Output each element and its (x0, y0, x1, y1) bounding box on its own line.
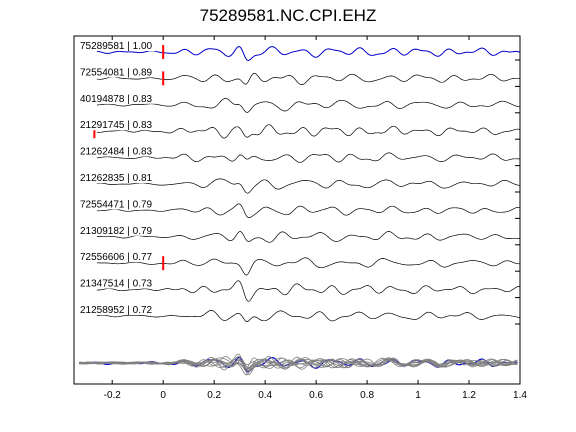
waveform-trace (96, 310, 521, 322)
waveform-trace (96, 257, 521, 276)
trace-label: 75289581 | 1.00 (80, 41, 153, 52)
waveform-trace (96, 152, 521, 163)
overlay-trace (79, 357, 518, 370)
waveform-trace (96, 124, 521, 139)
trace-label: 40194878 | 0.83 (80, 94, 153, 105)
x-tick-label: 0 (160, 390, 166, 401)
trace-label-background (79, 198, 155, 210)
x-tick-label: 0.8 (360, 390, 374, 401)
trace-label: 21258952 | 0.72 (80, 305, 153, 316)
trace-label-background (79, 66, 155, 78)
trace-group (96, 45, 521, 325)
waveform-trace (96, 231, 521, 243)
trace-label: 72556606 | 0.77 (80, 252, 153, 263)
trace-label: 21262484 | 0.83 (80, 147, 153, 158)
trace-label-background (79, 251, 155, 263)
trace-label-group: 75289581 | 1.00 72554081 | 0.89 40194878 |… (79, 40, 155, 316)
x-tick-label: -0.2 (104, 390, 122, 401)
waveform-trace (96, 280, 520, 302)
waveform-trace (96, 72, 520, 85)
overlay-stack (78, 353, 518, 376)
x-tick-label: 1.4 (513, 390, 527, 401)
waveform-trace (96, 97, 521, 113)
x-tick-label: 0.2 (207, 390, 221, 401)
trace-label-background (79, 277, 155, 289)
x-tick-label: 1.2 (462, 390, 476, 401)
waveform-trace (96, 203, 521, 219)
trace-label-background (79, 224, 155, 236)
trace-label-background (79, 119, 155, 131)
trace-label-background (79, 172, 155, 183)
trace-label: 21347514 | 0.73 (80, 279, 153, 290)
trace-label: 21291745 | 0.83 (80, 120, 153, 131)
trace-label: 72554081 | 0.89 (80, 67, 153, 78)
trace-label-background (79, 145, 155, 157)
waveform-trace (96, 178, 521, 194)
trace-label: 21262835 | 0.81 (80, 173, 153, 184)
x-tick-label: 0.4 (258, 390, 272, 401)
reference-trace (96, 45, 521, 62)
trace-label: 72554471 | 0.79 (80, 199, 153, 210)
trace-label-background (79, 40, 155, 51)
chart-title: 75289581.NC.CPI.EHZ (199, 6, 377, 25)
trace-label-background (79, 304, 155, 315)
trace-label-background (79, 92, 155, 104)
x-tick-label: 0.6 (309, 390, 323, 401)
overlay-trace (79, 357, 518, 369)
x-axis: -0.2 0 0.2 0.4 0.6 0.8 1 1.2 1.4 (104, 36, 527, 401)
overlay-trace (78, 357, 518, 376)
trace-label: 21309182 | 0.79 (80, 226, 153, 237)
x-tick-label: 1 (415, 390, 421, 401)
